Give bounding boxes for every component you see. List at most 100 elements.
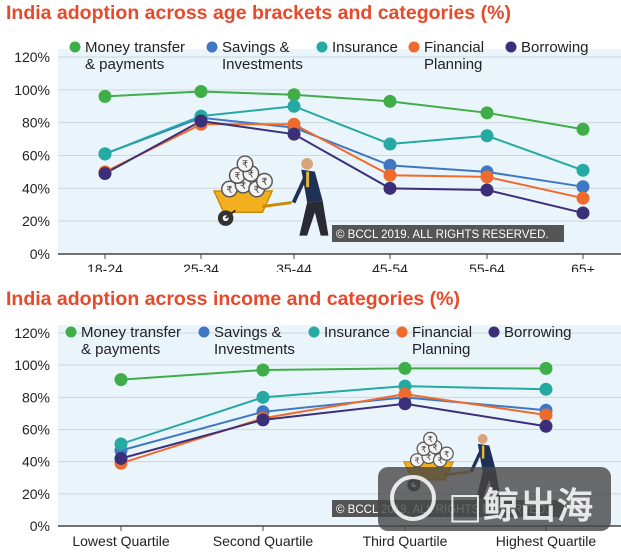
age-legend-label-1: Savings & Investments [222, 39, 303, 73]
rupee-glyph: ₹ [240, 181, 246, 192]
age-y-tick-label: 0% [30, 246, 50, 262]
income-legend-marker-4 [488, 326, 500, 338]
age-y-tick-label: 80% [22, 115, 50, 131]
rupee-glyph: ₹ [415, 456, 420, 466]
income-point-2-0 [114, 437, 128, 451]
income-point-3-3 [539, 408, 553, 422]
age-plot-background [58, 49, 621, 254]
income-point-4-2 [398, 397, 412, 411]
age-x-tick-label: 45-54 [372, 261, 408, 272]
age-legend-marker-0 [69, 41, 81, 53]
income-y-tick-label: 20% [22, 486, 50, 502]
income-point-2-1 [256, 390, 270, 404]
age-y-tick-label: 100% [14, 82, 50, 98]
age-point-2-0 [98, 147, 112, 161]
income-point-0-0 [114, 373, 128, 387]
barrow-tray [212, 190, 274, 214]
age-x-tick-label: 35-44 [276, 261, 312, 272]
age-series-line-3 [104, 123, 584, 200]
age-point-4-3 [383, 181, 397, 195]
age-point-4-2 [287, 127, 301, 141]
rupee-glyph: ₹ [254, 185, 260, 196]
age-copyright-text: © BCCL 2019. ALL RIGHTS RESERVED. [336, 229, 549, 241]
age-legend-label-2: Insurance [332, 39, 398, 56]
age-y-tick-label: 40% [22, 180, 50, 196]
income-point-4-0 [114, 451, 128, 465]
income-y-tick-label: 0% [30, 518, 50, 534]
income-x-tick-label: Second Quartile [213, 533, 314, 549]
age-y-tick-label: 20% [22, 213, 50, 229]
rupee-coin-icon [255, 172, 273, 190]
rupee-glyph: ₹ [261, 177, 267, 188]
wheelbarrow-worker-icon: ₹ ₹ ₹₹ ₹₹₹ [212, 155, 329, 236]
age-point-0-3 [383, 94, 397, 108]
age-point-2-3 [383, 137, 397, 151]
income-point-0-1 [256, 363, 270, 377]
age-point-3-3 [383, 168, 397, 182]
panel-divider [0, 272, 621, 284]
age-copyright-box [332, 225, 564, 242]
rupee-glyph: ₹ [226, 185, 232, 196]
income-point-0-2 [398, 361, 412, 375]
age-copyright: © BCCL 2019. ALL RIGHTS RESERVED. [332, 225, 564, 242]
worker-tie [481, 445, 485, 459]
age-point-0-0 [98, 89, 112, 103]
age-point-1-5 [576, 180, 590, 194]
age-legend-marker-3 [408, 41, 420, 53]
age-y-tick-label: 60% [22, 148, 50, 164]
rupee-coin-icon [423, 431, 438, 447]
age-point-0-4 [480, 106, 494, 120]
income-legend-marker-1 [198, 326, 210, 338]
income-y-tick-label: 100% [14, 357, 50, 373]
age-point-2-4 [480, 129, 494, 143]
age-point-4-4 [480, 183, 494, 197]
barrow-handle [262, 201, 292, 208]
income-series-line-2 [120, 385, 547, 445]
age-point-4-5 [576, 206, 590, 220]
worker-head [477, 434, 488, 444]
worker-tie [306, 171, 310, 188]
age-x-tick-label: 18-24 [87, 261, 123, 272]
age-legend-label-4: Borrowing [521, 39, 589, 56]
worker-arm [291, 176, 307, 204]
income-y-tick-label: 80% [22, 389, 50, 405]
rupee-glyph: ₹ [242, 160, 248, 171]
rupee-glyph: ₹ [421, 444, 426, 454]
income-point-0-3 [539, 361, 553, 375]
age-point-4-0 [98, 167, 112, 181]
age-point-0-2 [287, 88, 301, 102]
worker-legs [299, 200, 329, 236]
rupee-coin-icon [236, 155, 254, 173]
worker-head [301, 158, 313, 170]
rupee-glyph: ₹ [248, 169, 254, 180]
income-legend-label-1: Savings & Investments [214, 324, 295, 358]
income-legend-label-3: Financial Planning [412, 324, 472, 358]
rupee-glyph: ₹ [437, 456, 442, 466]
age-legend-label-0: Money transfer & payments [85, 39, 185, 73]
age-point-0-5 [576, 122, 590, 136]
age-legend-marker-4 [505, 41, 517, 53]
income-point-3-2 [398, 387, 412, 401]
income-y-tick-label: 40% [22, 454, 50, 470]
age-series-line-4 [104, 119, 584, 214]
income-series-line-3 [120, 393, 547, 465]
rupee-glyph: ₹ [234, 171, 240, 182]
age-legend-label-3: Financial Planning [424, 39, 484, 73]
age-legend-marker-2 [316, 41, 328, 53]
age-x-tick-label: 55-64 [469, 261, 505, 272]
age-point-1-3 [383, 158, 397, 172]
income-chart-title: India adoption across income and categor… [6, 288, 461, 310]
age-point-4-1 [194, 114, 208, 128]
age-series-line-1 [104, 116, 584, 188]
rupee-glyph: ₹ [426, 452, 431, 462]
income-y-tick-label: 60% [22, 422, 50, 438]
age-point-3-4 [480, 170, 494, 184]
income-y-tick-label: 120% [14, 325, 50, 341]
age-x-tick-label: 25-34 [183, 261, 219, 272]
age-series-line-2 [104, 105, 584, 172]
age-chart-panel: India adoption across age brackets and c… [0, 0, 621, 272]
income-legend-marker-2 [308, 326, 320, 338]
age-x-tick-label: 65+ [571, 261, 595, 272]
income-legend-label-2: Insurance [324, 324, 390, 341]
income-legend-marker-3 [396, 326, 408, 338]
